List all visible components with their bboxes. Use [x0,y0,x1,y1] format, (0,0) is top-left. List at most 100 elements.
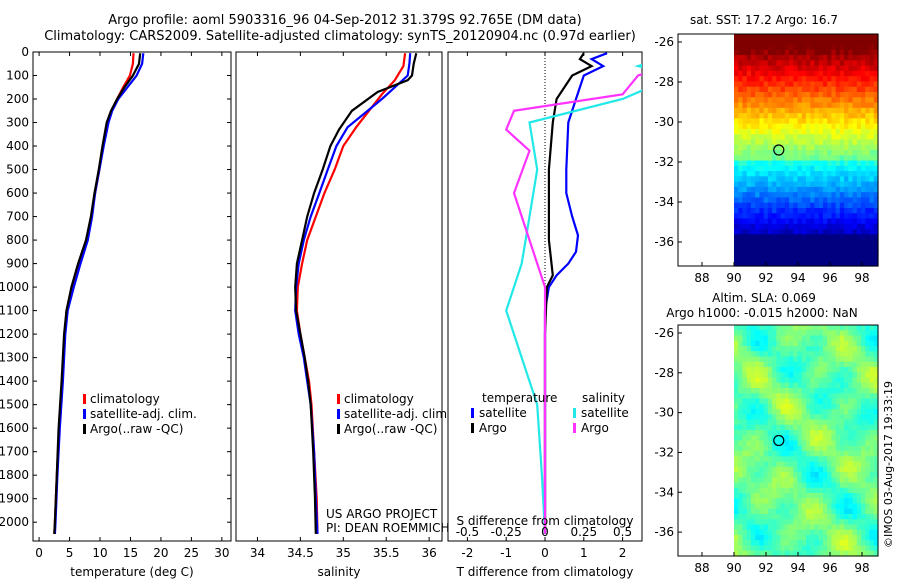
heatmap-cell [861,403,866,410]
heatmap-cell [852,472,858,478]
heatmap-cell [831,535,837,541]
heatmap-cell [814,186,820,193]
heatmap-cell [767,340,773,347]
heatmap-cell [797,181,803,188]
heatmap-cell [755,186,761,193]
heatmap-cell [844,102,849,109]
heatmap-cell [767,160,773,167]
heatmap-cell [789,451,794,457]
heatmap-cell [763,229,769,235]
heatmap-cell [861,34,866,40]
heatmap-cell [793,461,799,468]
heatmap-cell [780,545,786,552]
heatmap-cell [852,234,858,241]
heatmap-cell [848,445,854,452]
heatmap-cell [801,123,807,130]
heatmap-cell [772,508,777,515]
heatmap-cell [852,529,858,536]
heatmap-cell [772,550,777,557]
legend-label: satellite-adj. clim. [90,407,197,421]
heatmap-cell [742,440,748,447]
heatmap-cell [810,545,816,552]
heatmap-cell [780,388,786,394]
heatmap-cell [835,234,841,241]
heatmap-cell [865,192,871,199]
heatmap-cell [835,330,841,337]
heatmap-cell [742,519,748,526]
y-tick-label: 400 [6,139,29,153]
heatmap-cell [784,208,790,214]
heatmap-cell [738,102,744,109]
heatmap-cell [806,451,811,457]
heatmap-cell [814,213,820,220]
heatmap-cell [759,409,765,415]
heatmap-cell [835,255,841,262]
heatmap-cell [848,144,854,151]
heatmap-cell [848,545,854,552]
heatmap-cell [763,234,769,241]
heatmap-cell [814,134,820,141]
heatmap-cell [865,239,871,246]
heatmap-cell [856,250,862,257]
heatmap-cell [742,340,748,347]
x-tick-label: -2 [461,546,473,560]
legend-label: satellite [479,406,527,420]
heatmap-cell [772,367,777,373]
heatmap-cell [869,529,875,536]
heatmap-cell [801,377,807,384]
heatmap-cell [822,197,828,204]
heatmap-cell [734,134,739,141]
heatmap-cell [856,150,862,156]
heatmap-cell [772,346,777,352]
heatmap-cell [827,244,833,251]
heatmap-cell [810,55,816,61]
heatmap-cell [869,55,875,61]
heatmap-cell [755,192,761,199]
salinity-profile-panel: 34 34.5 35 35.5 36salinityclimatologysatelli… [235,51,451,579]
heatmap-cell [873,70,879,77]
heatmap-cell [810,409,816,415]
heatmap-cell [869,202,875,209]
heatmap-cell [827,398,833,405]
heatmap-cell [738,508,744,515]
heatmap-cell [865,330,871,337]
heatmap-cell [806,60,811,67]
heatmap-cell [746,234,752,241]
heatmap-cell [831,86,837,93]
heatmap-cell [776,372,782,379]
heatmap-cell [848,208,854,214]
heatmap-cell [793,550,799,557]
heatmap-cell [738,550,744,557]
heatmap-cell [873,234,879,241]
heatmap-cell [827,498,833,505]
heatmap-cell [738,150,744,156]
heatmap-cell [865,466,871,473]
heatmap-cell [839,477,845,484]
heatmap-cell [784,403,790,410]
heatmap-cell [789,409,794,415]
heatmap-cell [873,477,879,484]
heatmap-cell [861,60,866,67]
heatmap-cell [750,213,756,220]
heatmap-cell [767,482,773,489]
heatmap-cell [848,123,854,130]
heatmap-cell [848,440,854,447]
heatmap-cell [814,107,820,114]
heatmap-cell [831,128,837,135]
heatmap-cell [776,208,782,214]
heatmap-cell [755,445,761,452]
heatmap-cell [734,529,739,536]
heatmap-cell [839,234,845,241]
legend-swatch [83,409,86,419]
heatmap-cell [755,398,761,405]
secondary-x-tick-label: 0 [541,525,549,539]
heatmap-cell [797,44,803,51]
heatmap-cell [755,482,761,489]
heatmap-cell [734,451,739,457]
heatmap-cell [784,424,790,431]
heatmap-cell [814,524,820,531]
heatmap-cell [814,535,820,541]
heatmap-cell [814,92,820,98]
heatmap-cell [869,403,875,410]
heatmap-cell [801,60,807,67]
